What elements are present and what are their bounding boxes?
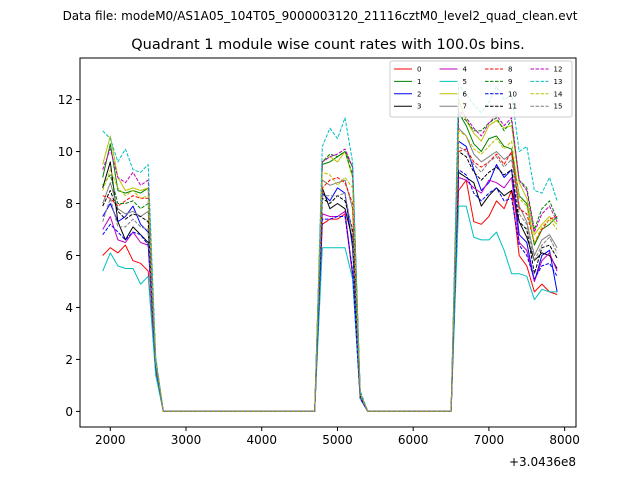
legend-label: 9 (508, 78, 512, 86)
series-line-4 (102, 177, 558, 412)
chart-title: Quadrant 1 module wise count rates with … (131, 37, 525, 53)
series-1 (102, 112, 558, 412)
legend-label: 13 (554, 78, 563, 86)
legend-item-7: 7 (439, 103, 467, 111)
x-tick-label: 3000 (171, 433, 202, 447)
series-10 (102, 169, 558, 412)
y-tick-label: 2 (65, 353, 73, 367)
legend-item-3: 3 (394, 103, 421, 111)
legend-label: 10 (508, 90, 517, 98)
legend-label: 0 (417, 66, 421, 74)
series-line-12 (102, 109, 558, 412)
series-line-15 (102, 145, 558, 412)
series-4 (102, 177, 558, 412)
legend-item-5: 5 (439, 78, 467, 86)
y-tick-label: 10 (58, 145, 73, 159)
x-tick-label: 2000 (95, 433, 126, 447)
series-line-8 (102, 148, 558, 412)
legend-item-4: 4 (439, 66, 468, 74)
y-tick-label: 0 (65, 405, 73, 419)
y-tick-label: 8 (65, 197, 73, 211)
legend-item-15: 15 (530, 103, 563, 111)
legend-label: 2 (417, 90, 421, 98)
legend-label: 5 (463, 78, 467, 86)
legend-item-6: 6 (439, 90, 468, 98)
legend-label: 11 (508, 103, 517, 111)
legend-item-13: 13 (530, 78, 563, 86)
series-12 (102, 109, 558, 412)
legend-item-9: 9 (485, 78, 512, 86)
series-0 (102, 179, 558, 412)
series-line-10 (102, 169, 558, 412)
series-line-3 (102, 161, 558, 412)
legend-label: 15 (554, 103, 563, 111)
legend-item-11: 11 (485, 103, 517, 111)
series-line-7 (102, 127, 558, 412)
series-5 (102, 205, 558, 412)
y-tick-label: 12 (58, 93, 73, 107)
legend-item-2: 2 (394, 90, 421, 98)
series-2 (102, 140, 558, 412)
series-line-2 (102, 140, 558, 412)
x-offset-label: +3.0436e8 (509, 455, 576, 469)
legend-label: 12 (554, 66, 563, 74)
legend-item-12: 12 (530, 66, 563, 74)
x-tick-label: 8000 (549, 433, 580, 447)
x-tick-label: 4000 (246, 433, 277, 447)
legend-label: 14 (554, 90, 563, 98)
series-line-5 (102, 205, 558, 412)
series-line-11 (102, 151, 558, 412)
x-tick-label: 7000 (474, 433, 505, 447)
legend-item-8: 8 (485, 66, 512, 74)
legend-label: 1 (417, 78, 421, 86)
series-9 (102, 114, 558, 412)
legend-item-14: 14 (530, 90, 563, 98)
series-8 (102, 148, 558, 412)
series-line-9 (102, 114, 558, 412)
x-tick-label: 6000 (398, 433, 429, 447)
legend-label: 6 (463, 90, 468, 98)
legend-label: 3 (417, 103, 421, 111)
axis-ticks: 2000 3000 4000 5000 6000 7000 8000 0 2 4 6 8 10 12 (58, 93, 580, 447)
plot-lines (102, 83, 558, 412)
y-tick-label: 4 (65, 301, 73, 315)
legend-box (389, 60, 573, 118)
legend-item-10: 10 (485, 90, 517, 98)
series-15 (102, 145, 558, 412)
y-tick-label: 6 (65, 249, 73, 263)
series-3 (102, 161, 558, 412)
chart-suptitle: Data file: modeM0/AS1A05_104T05_90000031… (63, 9, 578, 23)
legend-item-1: 1 (394, 78, 421, 86)
legend-label: 8 (508, 66, 512, 74)
series-line-1 (102, 112, 558, 412)
x-tick-label: 5000 (322, 433, 353, 447)
series-11 (102, 151, 558, 412)
legend-label: 7 (463, 103, 467, 111)
series-7 (102, 127, 558, 412)
legend-label: 4 (463, 66, 468, 74)
legend-item-0: 0 (394, 66, 421, 74)
plot-frame (79, 57, 577, 428)
series-line-0 (102, 179, 558, 412)
